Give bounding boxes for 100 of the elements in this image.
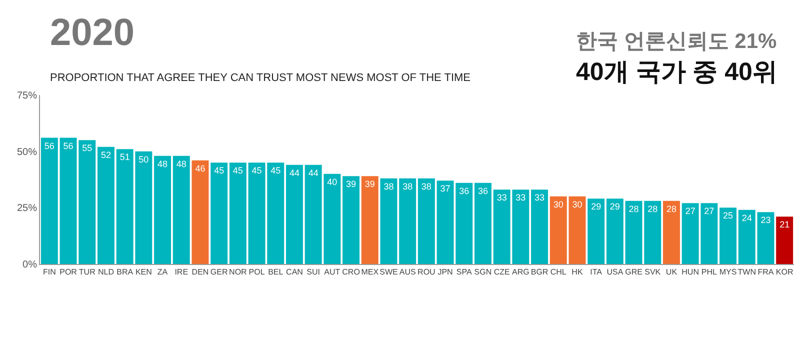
x-tick-label: CAN: [286, 268, 304, 277]
data-label: 28: [628, 204, 639, 214]
bar: [154, 156, 172, 264]
bar: [662, 200, 680, 264]
data-label: 51: [120, 152, 130, 162]
data-label: 30: [553, 199, 564, 210]
data-label: 39: [346, 179, 356, 190]
data-label: 44: [308, 168, 318, 178]
data-label: 27: [704, 206, 714, 216]
data-label: 46: [195, 163, 206, 174]
x-tick-label: IRE: [174, 268, 188, 277]
x-tick-label: MYS: [719, 268, 737, 277]
bar: [380, 178, 398, 264]
x-tick-label: FIN: [42, 268, 56, 277]
y-tick-label: 50%: [16, 146, 38, 158]
x-tick-label: AUS: [399, 268, 416, 277]
x-tick-label: BRA: [116, 268, 134, 277]
bar: [361, 176, 378, 264]
bar: [418, 178, 435, 264]
data-label: 52: [100, 150, 111, 160]
data-label: 39: [364, 179, 375, 190]
bar: [776, 216, 794, 264]
x-tick-label: MEX: [361, 268, 380, 277]
data-label: 27: [685, 206, 696, 216]
x-tick-label: TUR: [78, 268, 96, 277]
data-label: 38: [421, 181, 432, 192]
text: 한국 언론신뢰도 21%: [576, 30, 778, 53]
x-tick-label: PHL: [701, 268, 718, 277]
x-tick-label: KEN: [135, 268, 152, 277]
bar: [210, 162, 228, 264]
bar: [606, 198, 624, 264]
data-label: 37: [440, 184, 450, 194]
data-label: 55: [82, 143, 92, 154]
x-tick-label: ZA: [157, 268, 168, 277]
data-label: 28: [648, 204, 658, 214]
bar: [97, 146, 114, 264]
data-label: 56: [44, 140, 54, 151]
chart-subtitle: PROPORTION THAT AGREE THEY CAN TRUST MOST NEWS MOST OF THE TIME: [50, 72, 471, 84]
data-label: 45: [270, 166, 281, 176]
bar: [192, 160, 209, 264]
data-label: 33: [534, 192, 545, 203]
x-tick-label: SGN: [474, 268, 492, 277]
data-label: 50: [138, 154, 149, 164]
x-tick-label: AUT: [324, 268, 340, 277]
x-tick-label: KOR: [776, 268, 794, 277]
x-tick-label: NLD: [98, 268, 114, 277]
bar: [286, 164, 303, 264]
x-tick-label: GRE: [625, 268, 642, 277]
data-label: 36: [478, 186, 488, 196]
text: 40개 국가 중 40위: [576, 58, 778, 86]
x-tick-label: NOR: [229, 268, 248, 277]
bar: [40, 138, 58, 264]
x-tick-label: ARG: [512, 268, 530, 277]
y-tick-label: 0%: [22, 260, 38, 270]
data-label: 45: [252, 166, 262, 176]
x-tick-label: BGR: [530, 268, 548, 277]
data-label: 29: [591, 202, 602, 212]
data-label: 38: [384, 181, 394, 192]
x-tick-label: DEN: [192, 268, 209, 277]
data-label: 23: [760, 215, 771, 226]
bar: [720, 208, 737, 264]
x-tick-label: TWN: [738, 268, 756, 277]
x-tick-label: SWE: [380, 268, 398, 277]
x-tick-label: CZE: [494, 268, 510, 277]
data-label: 40: [327, 176, 338, 187]
y-tick-label: 25%: [16, 203, 38, 214]
x-tick-label: SPA: [456, 268, 472, 277]
data-label: 48: [176, 158, 186, 169]
x-tick-label: POR: [60, 268, 78, 277]
x-tick-label: FRA: [758, 268, 774, 277]
data-label: 21: [780, 220, 790, 230]
x-tick-label: ITA: [590, 268, 603, 277]
data-label: 45: [214, 166, 224, 176]
x-tick-label: CRO: [342, 268, 360, 277]
x-tick-label: GER: [210, 268, 228, 277]
x-tick-label: POL: [248, 268, 266, 277]
data-label: 44: [289, 168, 300, 178]
data-label: 36: [459, 186, 470, 196]
data-label: 33: [516, 192, 526, 203]
data-label: 24: [742, 212, 752, 223]
x-tick-label: UK: [666, 268, 678, 277]
data-label: 25: [723, 210, 734, 221]
data-label: 33: [496, 192, 507, 203]
bar: [229, 162, 246, 264]
bar: [399, 178, 416, 264]
x-tick-label: SVK: [644, 268, 662, 277]
chart-title: 2020: [50, 12, 135, 54]
x-tick-label: HUN: [682, 268, 700, 277]
bar: [342, 176, 360, 264]
bar: [531, 190, 548, 264]
data-label: 30: [572, 199, 582, 210]
bar: [588, 198, 605, 264]
bar: [172, 156, 190, 264]
x-tick-label: HK: [572, 268, 584, 277]
x-tick-label: ROU: [418, 268, 436, 277]
data-label: 38: [402, 181, 413, 192]
x-tick-label: JPN: [438, 268, 454, 277]
y-tick-label: 75%: [16, 90, 38, 102]
data-label: 28: [666, 204, 676, 214]
data-label: 48: [158, 158, 168, 169]
